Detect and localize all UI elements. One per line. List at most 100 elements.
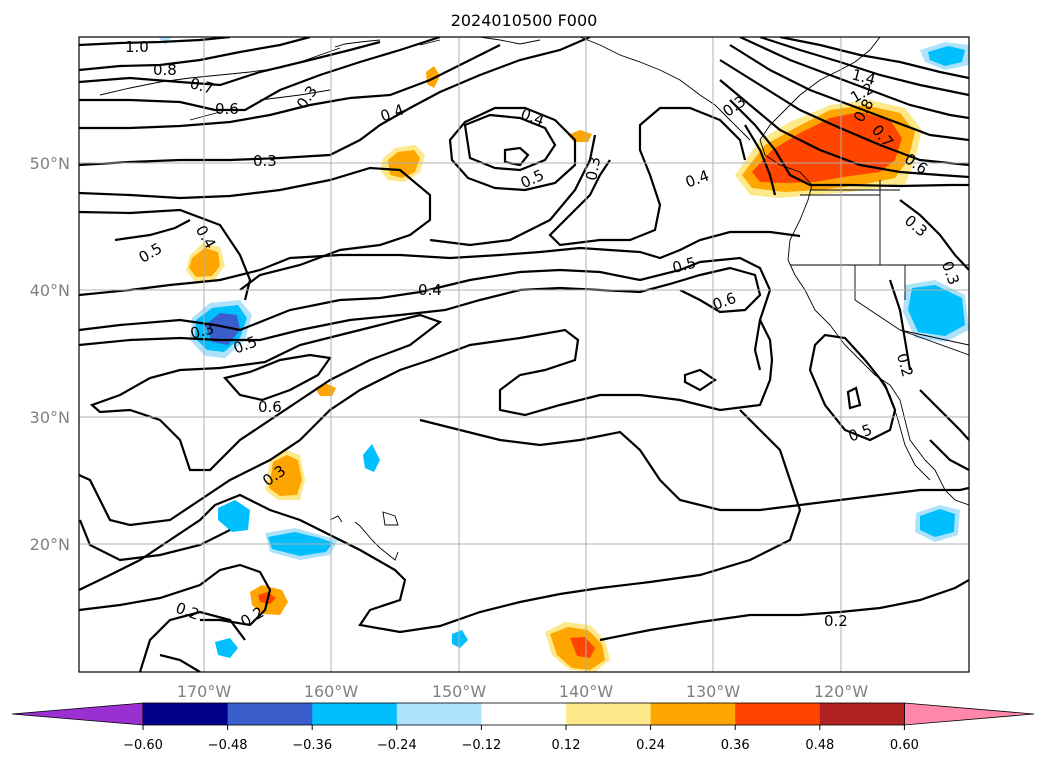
contour-0.5-b: [114, 219, 191, 242]
contour-0.2-h: [919, 389, 969, 441]
shaded-anomaly-areas: [158, 37, 969, 672]
contour-0.4-d: [448, 106, 577, 192]
colorbar-tick-label: −0.60: [123, 738, 163, 753]
contour-label: 0.3: [188, 319, 216, 343]
cold-anomaly-patch: [920, 509, 955, 537]
contour-0.7-b: [719, 59, 969, 167]
colorbar-cell: [481, 703, 567, 725]
colorbar-tick-label: 0.36: [721, 738, 750, 753]
contour-label: 0.8: [153, 61, 177, 79]
contour-0.2-f: [599, 613, 800, 642]
contour-0.4: [79, 166, 432, 291]
latitude-labels: 50°N 40°N 30°N 20°N: [30, 154, 70, 554]
contour-0.3-f: [419, 418, 969, 512]
colorbar-cell: [312, 703, 398, 725]
contour-label: 1.0: [125, 38, 149, 56]
contour-0.2-e: [799, 579, 969, 617]
colorbar-cell: [396, 703, 482, 725]
colorbar-frame: [142, 702, 905, 726]
contour-0.5-d: [79, 230, 801, 297]
warm-anomaly-patch: [269, 455, 302, 496]
contour-label: 0.3: [253, 152, 277, 170]
contour-0.3: [79, 37, 591, 167]
longitude-labels: 170°W 160°W 150°W 140°W 130°W 120°W: [177, 682, 869, 701]
lon-label-160w: 160°W: [304, 682, 359, 701]
contour-0.5-c: [503, 146, 530, 167]
contour-label: 0.2: [824, 612, 848, 630]
warm-anomaly-patch: [388, 150, 420, 178]
contour-0.8: [79, 37, 311, 72]
contour-0.2-d: [159, 653, 201, 672]
contour-0.6-e: [846, 386, 862, 410]
contour-label: 0.6: [215, 100, 239, 118]
cold-anomaly-patch: [363, 444, 380, 472]
warm-anomaly-patch: [570, 637, 595, 658]
map-plot-area: 1.0 0.8 0.7 0.6 0.3 0.4 0.4 0.5 0.3 0.3 …: [78, 36, 970, 673]
contour-0.5-g: [729, 99, 969, 188]
contour-1.2: [759, 37, 969, 97]
colorbar-tick-label: 0.24: [636, 738, 665, 753]
contour-0.6-f: [719, 79, 969, 179]
contour-0.3-d: [79, 319, 774, 527]
colorbar-tick-label: −0.48: [208, 738, 248, 753]
contour-label: 0.2: [893, 351, 917, 379]
colorbar-cell: [566, 703, 652, 725]
contour-0.6-c: [222, 353, 332, 402]
contour-0.6-d: [683, 368, 717, 392]
aleutian-alaska-coastline: [99, 37, 751, 141]
colorbar-tick-label: −0.12: [461, 738, 501, 753]
contour-1.0-b: [739, 37, 969, 120]
north-america-coastline: [759, 37, 969, 506]
colorbar-cell: [819, 703, 905, 725]
contour-lines: [79, 37, 969, 672]
colorbar-tick-label: −0.36: [292, 738, 332, 753]
cold-anomaly-patch: [452, 630, 468, 648]
cold-anomaly-patch: [928, 46, 965, 66]
contour-0.2: [79, 409, 802, 634]
contour-0.3-g: [899, 199, 969, 271]
colorbar-cell: [735, 703, 821, 725]
coastlines: [99, 37, 969, 561]
contour-0.3-e: [79, 519, 231, 562]
colorbar-cell: [143, 703, 229, 725]
colorbar-tick-label: 0.60: [890, 738, 919, 753]
contour-0.2-c: [138, 610, 246, 672]
colorbar-extend-max: [904, 702, 1035, 726]
colorbar-cell: [227, 703, 313, 725]
colorbar-tick-label: −0.24: [377, 738, 417, 753]
contour-label: 0.6: [258, 398, 282, 416]
contour-0.2-g: [888, 279, 912, 371]
lat-label-30n: 30°N: [30, 408, 70, 427]
contour-1.4: [779, 37, 969, 80]
colorbar-tick-label: 0.48: [805, 738, 834, 753]
contour-0.4-b: [79, 208, 252, 301]
graticule: [79, 37, 969, 672]
lon-label-170w: 170°W: [177, 682, 232, 701]
contour-label: 0.3: [582, 155, 604, 182]
state-borders: [854, 180, 969, 356]
contour-0.5-e: [89, 313, 443, 472]
colorbar-cells: [11, 702, 1035, 726]
contour-1.0: [79, 37, 231, 47]
contour-0.8-b: [729, 44, 969, 142]
contour-label: 0.4: [418, 281, 442, 299]
lon-label-140w: 140°W: [559, 682, 614, 701]
contour-0.4-e: [79, 256, 772, 371]
lon-label-130w: 130°W: [686, 682, 741, 701]
contour-0.7: [79, 40, 381, 87]
contour-0.5: [79, 44, 501, 130]
contour-0.6: [79, 37, 441, 112]
contour-0.2-i: [929, 439, 969, 471]
contour-0.5-f: [808, 333, 897, 442]
contour-0.6-b: [79, 266, 762, 347]
colorbar-cell: [650, 703, 736, 725]
lat-label-50n: 50°N: [30, 154, 70, 173]
lon-label-120w: 120°W: [814, 682, 869, 701]
lat-label-20n: 20°N: [30, 535, 70, 554]
figure-title: 2024010500 F000: [451, 11, 598, 30]
colorbar-ticks: −0.60 −0.48 −0.36 −0.24 −0.12 0.12 0.24 0.36 0.4…: [123, 725, 919, 753]
alaska-coastline: [334, 37, 541, 48]
lon-label-150w: 150°W: [432, 682, 487, 701]
contour-0.3-c: [548, 106, 747, 247]
